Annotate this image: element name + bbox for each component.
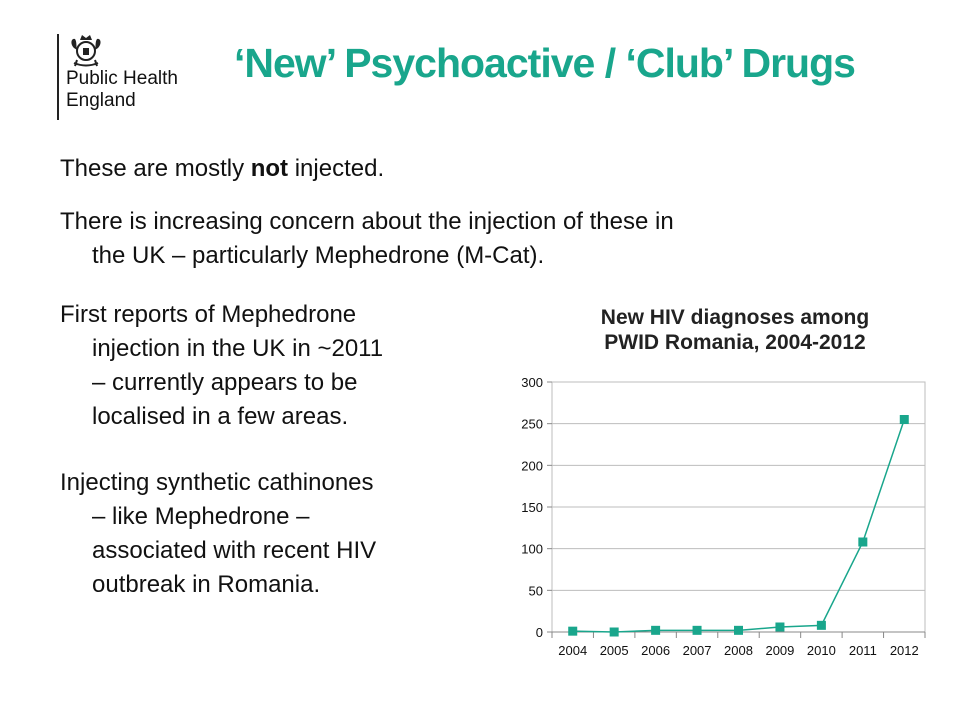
royal-crest-icon bbox=[71, 35, 101, 67]
data-point bbox=[816, 620, 826, 630]
p3-line-2: injection in the UK in ~2011 bbox=[92, 335, 384, 362]
hiv-diagnoses-chart: 0 50 100 150 200 250 300 2004 2005 2006 2007 2008 20… bbox=[521, 375, 926, 658]
y-tick-label: 0 bbox=[536, 625, 543, 640]
p3-line-4: localised in a few areas. bbox=[92, 403, 349, 430]
paragraph-concern: There is increasing concern about the in… bbox=[60, 205, 900, 273]
data-point bbox=[858, 537, 868, 547]
y-tick-label: 300 bbox=[521, 375, 543, 390]
x-tick-label: 2006 bbox=[641, 643, 670, 658]
p4-line-1: Injecting synthetic cathinones bbox=[60, 469, 374, 496]
chart-title-line-2: PWID Romania, 2004-2012 bbox=[604, 331, 866, 354]
paragraph-romania: Injecting synthetic cathinones – like Me… bbox=[60, 466, 500, 602]
y-tick-label: 250 bbox=[521, 417, 543, 432]
x-tick-label: 2008 bbox=[724, 643, 753, 658]
phe-logo: Public Health England bbox=[40, 30, 210, 130]
x-tick-label: 2007 bbox=[683, 643, 712, 658]
p2-line-2: the UK – particularly Mephedrone (M-Cat)… bbox=[92, 242, 545, 269]
data-point bbox=[568, 626, 578, 636]
logo-wordmark: Public Health England bbox=[66, 68, 178, 112]
p4-line-4: outbreak in Romania. bbox=[92, 571, 321, 598]
chart-title-line-1: New HIV diagnoses among bbox=[600, 306, 870, 329]
y-tick-label: 200 bbox=[521, 458, 543, 473]
logo-line-1: Public Health bbox=[66, 68, 178, 89]
p3-line-3: – currently appears to be bbox=[92, 369, 358, 396]
p1-text-post: injected. bbox=[288, 155, 385, 182]
y-tick-label: 150 bbox=[521, 500, 543, 515]
data-point bbox=[651, 625, 661, 635]
x-tick-label: 2011 bbox=[849, 643, 877, 658]
paragraph-first-reports: First reports of Mephedrone injection in… bbox=[60, 298, 500, 434]
chart-title: New HIV diagnoses among PWID Romania, 20… bbox=[510, 305, 960, 355]
slide-title: ‘New’ Psychoactive / ‘Club’ Drugs bbox=[234, 40, 856, 86]
y-tick-label: 50 bbox=[529, 583, 543, 598]
x-tick-label: 2005 bbox=[600, 643, 629, 658]
series-line bbox=[572, 419, 905, 633]
data-point bbox=[609, 627, 619, 637]
x-tick-label: 2012 bbox=[890, 643, 919, 658]
p1-text-pre: These are mostly bbox=[60, 155, 251, 182]
p2-line-1: There is increasing concern about the in… bbox=[60, 208, 674, 235]
x-tick-label: 2010 bbox=[807, 643, 836, 658]
p4-line-2: – like Mephedrone – bbox=[92, 503, 310, 530]
p1-text-bold: not bbox=[250, 155, 289, 182]
data-point bbox=[899, 415, 909, 424]
paragraph-not-injected: These are mostly not injected. bbox=[60, 152, 384, 186]
p3-line-1: First reports of Mephedrone bbox=[60, 301, 357, 328]
y-tick-label: 100 bbox=[521, 542, 543, 557]
data-point bbox=[775, 622, 785, 632]
x-tick-label: 2009 bbox=[765, 643, 794, 658]
logo-divider bbox=[57, 34, 59, 120]
p4-line-3: associated with recent HIV bbox=[92, 537, 377, 564]
data-point bbox=[692, 625, 702, 635]
data-point bbox=[734, 625, 743, 635]
logo-line-2: England bbox=[66, 90, 136, 111]
x-tick-label: 2004 bbox=[558, 643, 587, 658]
